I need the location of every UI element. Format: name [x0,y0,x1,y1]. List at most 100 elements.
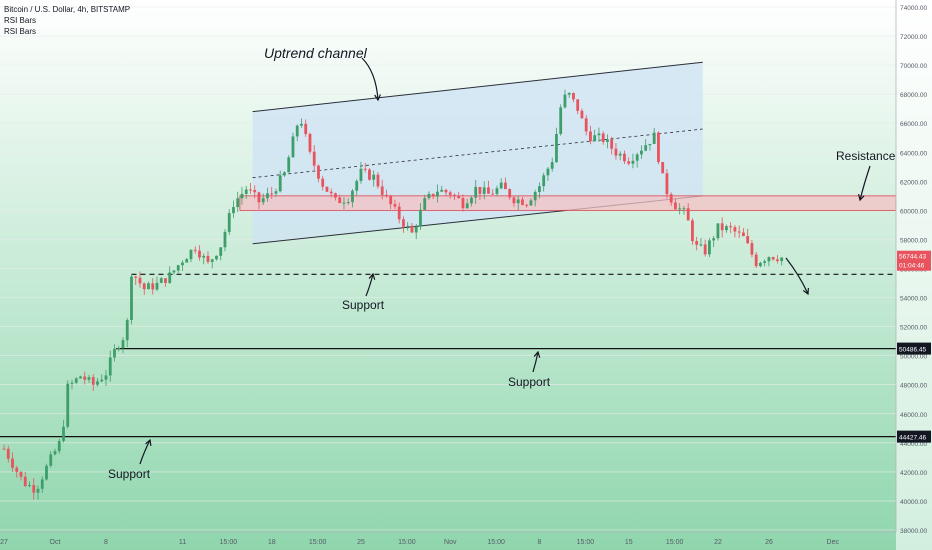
candle-body [487,187,490,194]
candle-body [11,458,14,468]
candle-body [703,244,707,255]
current-price-badge [897,250,931,271]
candle-body [465,203,469,209]
candle-body [427,193,431,199]
candle-body [236,198,240,208]
candle-body [644,145,648,151]
candle-body [674,202,677,210]
candles [2,89,784,500]
candle-body [96,381,99,385]
candle-body [525,204,529,206]
candle-body [338,197,342,204]
candle-body [91,377,95,385]
candle-body [2,448,6,450]
candle-body [325,186,329,192]
candle-body [321,178,325,187]
candle-body [512,197,516,204]
candle-body [83,376,87,380]
candle-body [23,476,27,486]
candle-body [376,174,380,187]
candle-body [270,193,274,195]
candle-body [589,131,592,142]
candle-body [708,240,711,255]
candle-body [138,277,142,284]
y-tick-label: 48000.00 [900,383,927,390]
y-tick-label: 58000.00 [900,237,927,244]
candle-body [652,132,656,144]
resistance-label: Resistance [836,149,896,163]
support-arrow-1 [365,273,374,297]
candle-body [453,194,456,196]
candle-body [232,207,235,214]
candle-body [542,175,546,187]
candle-body [648,143,652,146]
x-tick-label: 11 [179,539,186,546]
candle-body [716,223,720,239]
level-low-badge [897,430,931,443]
candle-body [763,261,767,263]
candle-body [776,259,779,262]
candle-body [261,198,265,203]
y-tick-label: 66000.00 [900,121,927,128]
candle-body [440,189,444,192]
candle-body [28,485,31,487]
candle-body [538,186,541,192]
x-tick-label: 15:00 [309,539,327,546]
support-label-2: Support [508,375,551,389]
candle-body [359,168,363,181]
candle-body [45,465,48,480]
x-tick-label: 26 [765,539,773,546]
candle-body [606,139,609,142]
grid-lines [0,6,896,531]
y-tick-label: 42000.00 [900,470,927,477]
y-tick-label: 72000.00 [900,34,927,41]
candle-body [181,262,184,266]
candle-body [491,193,495,195]
candle-body [304,123,308,134]
candle-body [767,257,771,262]
candle-body [423,198,427,210]
y-tick-label: 52000.00 [900,325,927,332]
candle-body [448,192,452,195]
candle-body [334,193,337,198]
resistance-arrow [859,165,871,201]
support-label-1: Support [342,298,385,312]
candle-body [351,190,354,203]
candle-body [346,202,350,204]
x-tick-label: 25 [357,539,365,546]
current-price-label: 56744.43 [899,254,926,261]
y-tick-label: 64000.00 [900,150,927,157]
x-tick-label: 8 [538,539,542,546]
candle-body [584,118,588,132]
x-tick-label: Dec [827,539,840,546]
candle-body [678,208,682,210]
candle-body [40,479,44,489]
y-tick-label: 54000.00 [900,296,927,303]
candle-body [283,172,286,176]
y-tick-label: 62000.00 [900,179,927,186]
candle-body [470,197,473,204]
candle-body [729,226,733,228]
candle-body [533,191,537,201]
candle-body [206,255,210,262]
candle-body [253,190,257,193]
candle-body [750,243,754,255]
candle-body [164,278,167,283]
x-tick-label: Nov [444,539,457,546]
y-tick-label: 50000.00 [900,354,927,361]
y-axis-panel [896,0,932,550]
candle-body [57,441,61,452]
candle-body [147,283,150,290]
candle-body [580,110,584,119]
candle-body [108,357,112,376]
candle-body [478,186,482,194]
candle-body [499,182,503,189]
y-tick-label: 68000.00 [900,92,927,99]
candle-body [640,150,643,155]
candle-body [244,189,248,194]
resistance-zone-box [239,195,897,211]
x-tick-label: 15:00 [577,539,595,546]
candle-body [202,255,206,258]
candle-body [657,132,660,163]
